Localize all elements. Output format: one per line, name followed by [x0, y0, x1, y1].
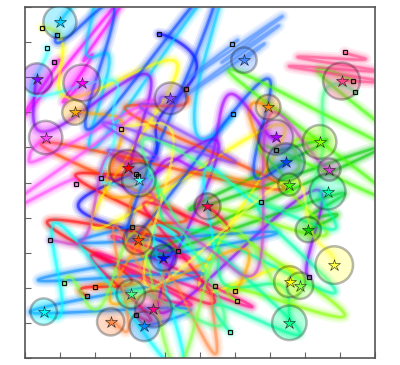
Circle shape	[116, 280, 145, 308]
Circle shape	[323, 62, 360, 100]
Circle shape	[258, 120, 293, 155]
Circle shape	[274, 266, 305, 297]
Circle shape	[318, 158, 340, 181]
Circle shape	[155, 82, 186, 114]
Circle shape	[194, 193, 220, 219]
Circle shape	[303, 125, 336, 159]
Circle shape	[256, 95, 280, 119]
Circle shape	[97, 308, 124, 335]
Circle shape	[316, 246, 353, 284]
Circle shape	[150, 245, 176, 271]
Circle shape	[135, 291, 172, 327]
Circle shape	[122, 163, 156, 196]
Circle shape	[296, 217, 321, 242]
Circle shape	[267, 143, 305, 181]
Circle shape	[109, 150, 146, 187]
Circle shape	[278, 173, 300, 196]
Circle shape	[310, 174, 346, 210]
Circle shape	[43, 5, 76, 39]
Circle shape	[30, 299, 57, 325]
Circle shape	[272, 306, 307, 340]
Circle shape	[62, 100, 87, 125]
Circle shape	[130, 311, 159, 341]
Circle shape	[231, 47, 257, 73]
Circle shape	[64, 65, 100, 101]
Circle shape	[29, 121, 62, 154]
Circle shape	[22, 63, 52, 94]
Circle shape	[123, 226, 152, 254]
Circle shape	[287, 273, 313, 299]
